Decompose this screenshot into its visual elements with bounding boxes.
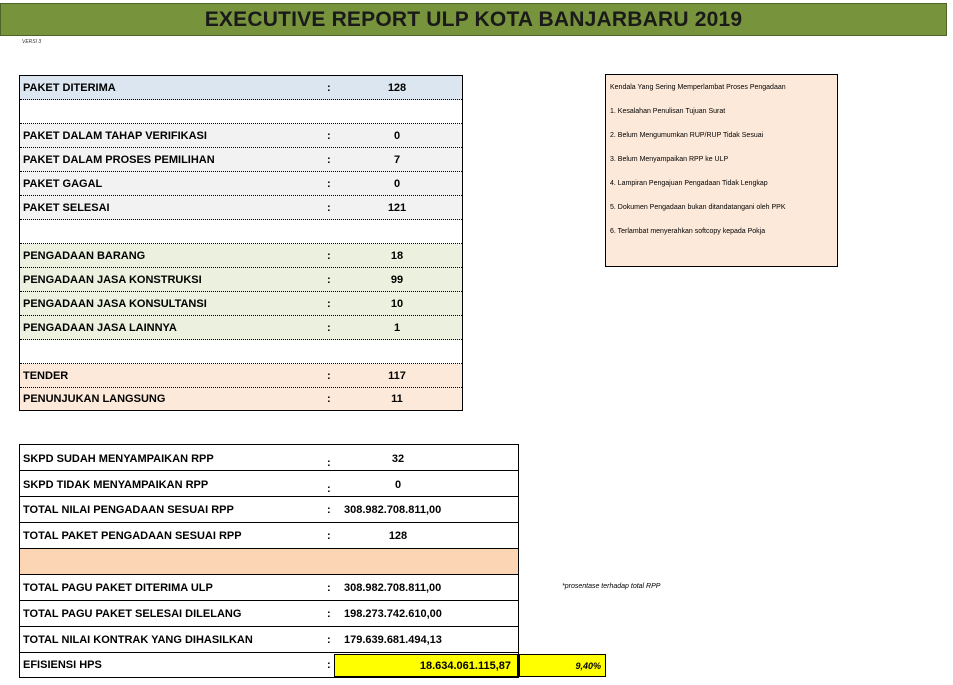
row-skpd-tidak: SKPD TIDAK MENYAMPAIKAN RPP : 0 xyxy=(20,471,518,497)
row-separator xyxy=(20,549,518,575)
row-spacer xyxy=(20,340,462,364)
row-pengadaan-barang: PENGADAAN BARANG : 18 xyxy=(20,244,462,268)
row-proses-pemilihan: PAKET DALAM PROSES PEMILIHAN : 7 xyxy=(20,148,462,172)
prosentase-note: *prosentase terhadap total RPP xyxy=(562,583,661,590)
row-paket-diterima: PAKET DITERIMA : 128 xyxy=(20,76,462,100)
kendala-item: 5. Dokumen Pengadaan bukan ditandatangan… xyxy=(610,204,786,211)
kendala-item: 1. Kesalahan Penulisan Tujuan Surat xyxy=(610,108,726,115)
row-spacer xyxy=(20,100,462,124)
row-jasa-lainnya: PENGADAAN JASA LAINNYA : 1 xyxy=(20,316,462,340)
row-nilai-kontrak: TOTAL NILAI KONTRAK YANG DIHASILKAN : 17… xyxy=(20,627,518,653)
row-efisiensi-hps: EFISIENSI HPS : xyxy=(23,659,331,671)
row-skpd-sudah: SKPD SUDAH MENYAMPAIKAN RPP : 32 xyxy=(20,445,518,471)
row-pagu-diterima: TOTAL PAGU PAKET DITERIMA ULP : 308.982.… xyxy=(20,575,518,601)
report-title-bar: EXECUTIVE REPORT ULP KOTA BANJARBARU 201… xyxy=(0,3,947,36)
version-label: VERSI 3 xyxy=(22,39,42,45)
package-summary-table: PAKET DITERIMA : 128 PAKET DALAM TAHAP V… xyxy=(19,75,463,411)
efisiensi-value: 18.634.061.115,87 xyxy=(334,654,518,677)
row-pagu-selesai: TOTAL PAGU PAKET SELESAI DILELANG : 198.… xyxy=(20,601,518,627)
kendala-item: 4. Lampiran Pengajuan Pengadaan Tidak Le… xyxy=(610,180,768,187)
row-jasa-konsultansi: PENGADAAN JASA KONSULTANSI : 10 xyxy=(20,292,462,316)
kendala-title: Kendala Yang Sering Memperlambat Proses … xyxy=(610,84,786,91)
row-jasa-konstruksi: PENGADAAN JASA KONSTRUKSI : 99 xyxy=(20,268,462,292)
row-spacer xyxy=(20,220,462,244)
row-total-nilai-rpp: TOTAL NILAI PENGADAAN SESUAI RPP : 308.9… xyxy=(20,497,518,523)
row-tender: TENDER : 117 xyxy=(20,364,462,388)
kendala-item: 3. Belum Menyampaikan RPP ke ULP xyxy=(610,156,729,163)
row-penunjukan-langsung: PENUNJUKAN LANGSUNG : 11 xyxy=(20,388,462,410)
kendala-box: Kendala Yang Sering Memperlambat Proses … xyxy=(605,74,838,267)
row-paket-gagal: PAKET GAGAL : 0 xyxy=(20,172,462,196)
efisiensi-percent: 9,40% xyxy=(519,654,606,677)
report-title: EXECUTIVE REPORT ULP KOTA BANJARBARU 201… xyxy=(204,7,743,31)
kendala-item: 6. Terlambat menyerahkan softcopy kepada… xyxy=(610,228,766,235)
row-total-paket-rpp: TOTAL PAKET PENGADAAN SESUAI RPP : 128 xyxy=(20,523,518,549)
row-tahap-verifikasi: PAKET DALAM TAHAP VERIFIKASI : 0 xyxy=(20,124,462,148)
rpp-table: SKPD SUDAH MENYAMPAIKAN RPP : 32 SKPD TI… xyxy=(19,444,519,678)
row-paket-selesai: PAKET SELESAI : 121 xyxy=(20,196,462,220)
kendala-item: 2. Belum Mengumumkan RUP/RUP Tidak Sesua… xyxy=(610,132,764,139)
